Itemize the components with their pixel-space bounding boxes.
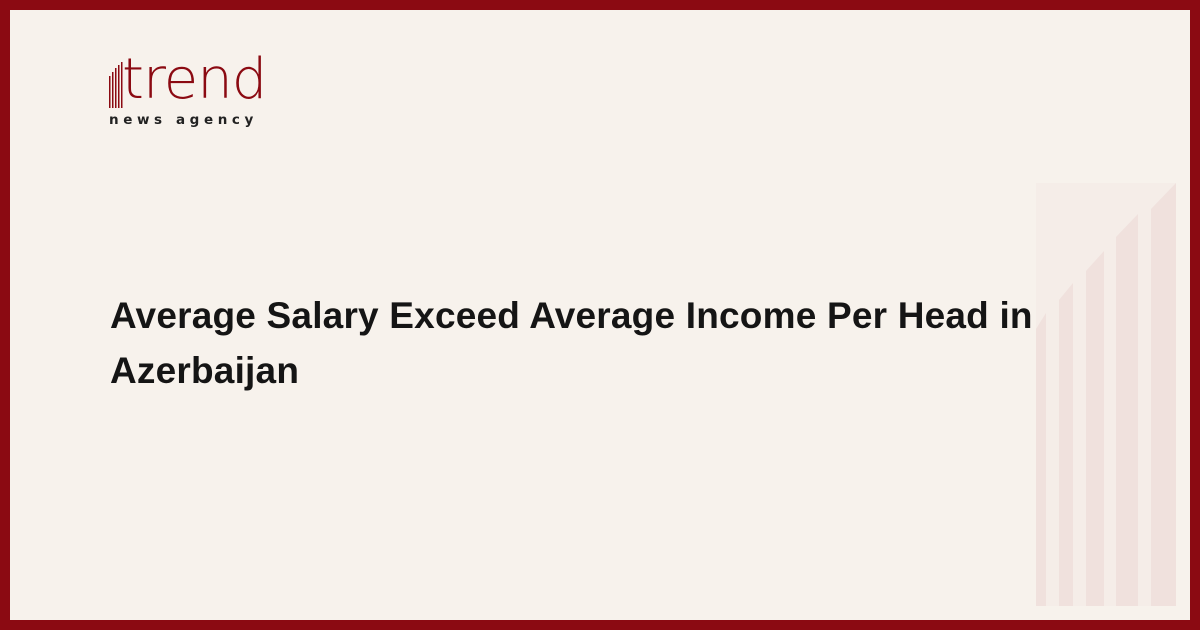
trend-logo: trend news agency xyxy=(100,50,270,135)
article-title: Average Salary Exceed Average Income Per… xyxy=(110,295,1033,391)
decorative-bars-graphic xyxy=(1036,183,1176,606)
logo-tagline: news agency xyxy=(109,112,258,128)
logo-wordmark: trend xyxy=(122,47,267,112)
logo-bars-icon xyxy=(109,62,123,108)
